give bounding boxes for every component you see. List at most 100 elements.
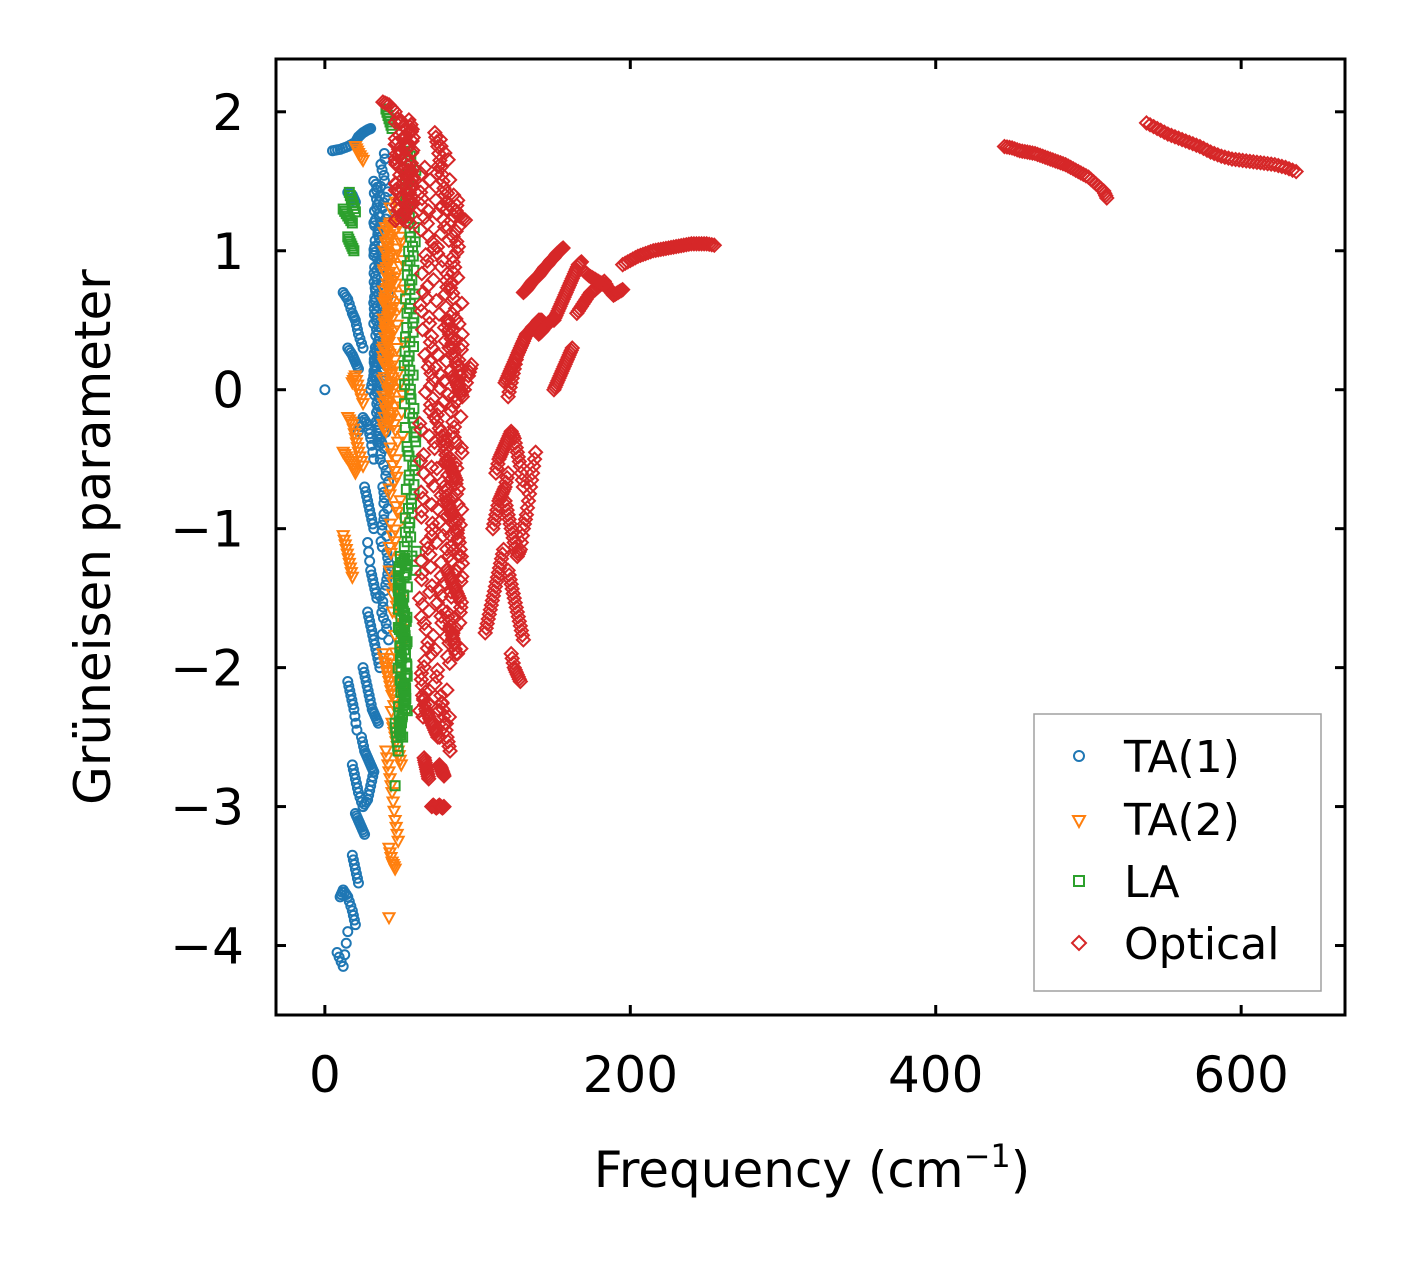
data-point-optical bbox=[440, 316, 456, 333]
data-point-optical bbox=[436, 708, 452, 725]
data-point-optical bbox=[419, 215, 436, 232]
data-point-optical bbox=[451, 590, 468, 607]
data-point-ta-1 bbox=[356, 337, 368, 349]
data-point-optical bbox=[437, 715, 453, 732]
data-point-optical bbox=[447, 300, 464, 317]
data-point-optical bbox=[453, 439, 470, 456]
data-point-optical bbox=[509, 604, 526, 620]
data-point-optical bbox=[413, 509, 430, 526]
data-point-ta-1 bbox=[368, 766, 380, 778]
data-point-ta-1 bbox=[343, 896, 355, 908]
data-point-optical bbox=[503, 576, 520, 593]
data-point-ta-1 bbox=[380, 617, 392, 629]
data-point-ta-1 bbox=[365, 432, 377, 444]
data-point-optical bbox=[429, 662, 446, 678]
data-point-optical bbox=[497, 492, 513, 509]
legend-label-ta1: TA(1) bbox=[1123, 732, 1240, 783]
data-point-optical bbox=[413, 502, 430, 519]
data-point-optical bbox=[445, 506, 462, 523]
data-point-optical bbox=[415, 284, 432, 301]
data-point-optical bbox=[512, 618, 529, 634]
data-point-ta-2 bbox=[381, 912, 397, 926]
data-point-optical bbox=[524, 465, 541, 481]
data-point-optical bbox=[512, 673, 529, 690]
data-point-optical bbox=[500, 506, 517, 523]
data-point-optical bbox=[430, 145, 447, 162]
data-point-optical bbox=[405, 169, 422, 186]
data-point-optical bbox=[443, 330, 460, 347]
data-point-optical bbox=[422, 334, 439, 351]
data-point-ta-1 bbox=[340, 937, 352, 949]
data-point-ta-1 bbox=[376, 607, 388, 619]
y-tick-label: 2 bbox=[212, 84, 244, 142]
data-point-ta-2 bbox=[382, 773, 398, 787]
data-point-optical bbox=[435, 393, 452, 410]
data-point-optical bbox=[415, 446, 432, 463]
data-point-optical bbox=[436, 798, 452, 815]
data-point-optical bbox=[418, 621, 435, 638]
data-point-ta-1 bbox=[365, 122, 377, 134]
y-tick-label: −3 bbox=[170, 779, 244, 837]
data-point-la bbox=[399, 421, 411, 433]
data-point-optical bbox=[387, 176, 404, 193]
data-point-optical bbox=[502, 571, 519, 588]
data-point-optical bbox=[433, 159, 449, 176]
data-point-optical bbox=[446, 429, 463, 446]
data-point-ta-1 bbox=[352, 787, 364, 799]
data-point-optical bbox=[1188, 137, 1205, 154]
data-point-optical bbox=[420, 768, 437, 785]
data-point-optical bbox=[502, 516, 519, 532]
data-point-optical bbox=[427, 675, 443, 692]
data-point-optical bbox=[444, 398, 461, 415]
data-point-optical bbox=[523, 472, 540, 488]
series-optical bbox=[374, 94, 1305, 816]
data-point-optical bbox=[701, 236, 718, 253]
data-point-optical bbox=[448, 223, 465, 240]
data-point-ta-1 bbox=[319, 384, 331, 396]
data-point-optical bbox=[413, 671, 430, 688]
data-point-optical bbox=[431, 400, 448, 417]
data-point-ta-1 bbox=[342, 926, 354, 938]
data-point-optical bbox=[445, 228, 461, 245]
data-point-optical bbox=[1042, 151, 1059, 167]
data-point-optical bbox=[519, 499, 536, 516]
data-point-optical bbox=[508, 439, 525, 456]
data-point-optical bbox=[413, 484, 429, 501]
data-point-ta-1 bbox=[363, 546, 375, 558]
data-point-optical bbox=[510, 608, 527, 625]
x-axis-title: Frequency (cm−1) bbox=[594, 1137, 1031, 1199]
data-point-optical bbox=[413, 303, 430, 319]
data-point-ta-1 bbox=[381, 574, 393, 586]
data-point-ta-2 bbox=[394, 759, 409, 773]
data-point-optical bbox=[564, 340, 581, 356]
data-point-optical bbox=[507, 594, 524, 611]
data-point-optical bbox=[546, 309, 562, 326]
data-point-la bbox=[347, 199, 359, 211]
data-point-optical bbox=[412, 221, 429, 238]
data-point-optical bbox=[452, 541, 469, 558]
data-point-optical bbox=[452, 599, 469, 616]
data-point-optical bbox=[1044, 152, 1061, 168]
data-point-optical bbox=[1156, 124, 1173, 141]
data-point-optical bbox=[429, 594, 446, 611]
data-point-ta-1 bbox=[368, 187, 380, 199]
data-point-optical bbox=[1034, 148, 1051, 165]
data-point-optical bbox=[413, 421, 429, 438]
data-point-optical bbox=[504, 525, 521, 542]
data-point-optical bbox=[447, 641, 464, 658]
data-point-ta-2 bbox=[387, 863, 403, 877]
legend-entry-optical: Optical bbox=[1070, 919, 1279, 970]
legend: TA(1) TA(2) LA Optical bbox=[1033, 713, 1322, 992]
data-point-optical bbox=[439, 312, 455, 329]
data-point-ta-2 bbox=[385, 796, 401, 810]
data-point-optical bbox=[435, 432, 451, 449]
data-point-optical bbox=[508, 599, 525, 616]
data-point-optical bbox=[431, 152, 448, 169]
data-point-optical bbox=[448, 233, 465, 250]
data-point-optical bbox=[441, 738, 457, 755]
data-point-optical bbox=[411, 590, 428, 607]
data-point-optical bbox=[446, 419, 463, 435]
data-point-optical bbox=[451, 534, 468, 551]
data-point-optical bbox=[440, 733, 456, 750]
data-point-optical bbox=[439, 201, 455, 217]
